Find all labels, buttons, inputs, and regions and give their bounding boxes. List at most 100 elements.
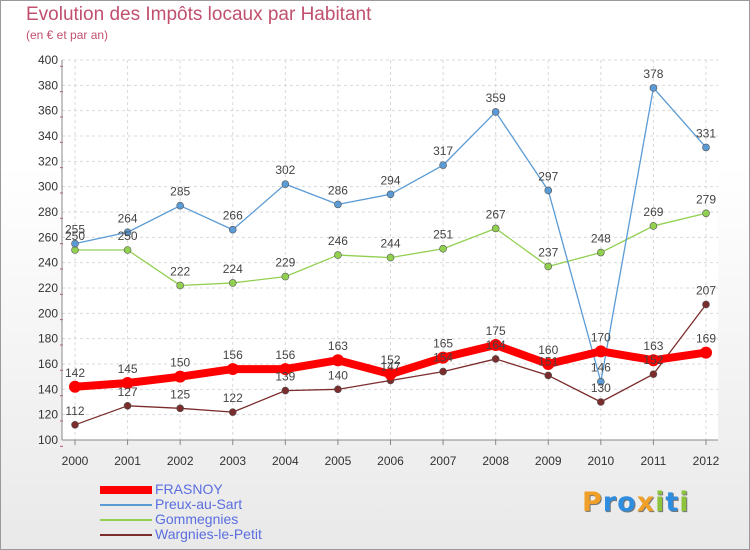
- data-point-wargnies-le-petit: [544, 371, 553, 380]
- y-tick-label: 400: [38, 53, 58, 67]
- data-point-gommegnies: [228, 279, 237, 287]
- logo-letter: r: [602, 487, 618, 518]
- y-tick-label: 240: [38, 256, 58, 270]
- data-label-preux-au-sart: 331: [696, 126, 716, 140]
- data-label-gommegnies: 267: [486, 207, 506, 221]
- legend-swatch-gommegnies: [100, 519, 152, 521]
- legend-swatch-frasnoy: [100, 486, 152, 494]
- logo-letter: i: [655, 487, 666, 518]
- data-label-preux-au-sart: 266: [223, 209, 243, 223]
- data-point-frasnoy: [121, 377, 134, 389]
- x-tick-label: 2009: [535, 454, 562, 468]
- x-tick-label: 2012: [693, 454, 720, 468]
- legend-item-gommegnies: Gommegnies: [100, 511, 360, 528]
- data-label-preux-au-sart: 378: [643, 67, 663, 81]
- data-label-wargnies-le-petit: 147: [380, 359, 400, 373]
- data-point-wargnies-le-petit: [334, 385, 342, 394]
- data-label-frasnoy: 156: [275, 348, 295, 362]
- logo-letter: t: [665, 487, 680, 518]
- y-tick-label: 260: [38, 230, 58, 244]
- y-tick-label: 220: [38, 281, 58, 295]
- y-tick-label: 120: [38, 408, 58, 422]
- data-label-frasnoy: 150: [170, 356, 190, 370]
- data-point-frasnoy: [331, 354, 344, 367]
- x-tick-label: 2004: [272, 454, 299, 468]
- data-point-frasnoy: [226, 363, 239, 376]
- data-label-wargnies-le-petit: 151: [538, 354, 558, 368]
- data-point-gommegnies: [702, 209, 710, 218]
- legend-item-wargnies-le-petit: Wargnies-le-Petit: [100, 526, 360, 543]
- data-label-wargnies-le-petit: 122: [223, 391, 243, 405]
- x-tick-label: 2010: [587, 454, 614, 468]
- data-label-preux-au-sart: 255: [65, 223, 85, 237]
- data-label-frasnoy: 145: [118, 362, 138, 376]
- data-point-gommegnies: [439, 244, 447, 253]
- data-point-wargnies-le-petit: [439, 367, 447, 376]
- data-point-wargnies-le-petit: [491, 355, 500, 363]
- data-label-wargnies-le-petit: 207: [696, 283, 716, 297]
- data-label-gommegnies: 251: [433, 228, 453, 242]
- x-tick-label: 2002: [167, 454, 194, 468]
- data-point-wargnies-le-petit: [228, 408, 237, 416]
- chart-subtitle: (en € et par an): [26, 28, 109, 42]
- legend-label-gommegnies: Gommegnies: [155, 511, 239, 527]
- y-tick-label: 180: [38, 332, 58, 346]
- data-point-gommegnies: [71, 246, 79, 254]
- data-point-preux-au-sart: [491, 108, 500, 116]
- chart-title: Evolution des Impôts locaux par Habitant: [26, 4, 372, 25]
- data-point-frasnoy: [384, 368, 397, 381]
- data-label-wargnies-le-petit: 154: [433, 351, 453, 365]
- data-label-gommegnies: 248: [591, 232, 611, 246]
- data-label-wargnies-le-petit: 125: [170, 387, 190, 401]
- data-point-frasnoy: [542, 358, 555, 370]
- data-point-preux-au-sart: [386, 190, 395, 199]
- data-point-wargnies-le-petit: [702, 300, 710, 309]
- x-tick-label: 2008: [482, 454, 509, 468]
- logo-letter: o: [617, 487, 637, 518]
- data-point-frasnoy: [437, 351, 450, 364]
- data-label-frasnoy: 163: [643, 339, 663, 353]
- data-point-frasnoy: [174, 370, 187, 383]
- data-label-wargnies-le-petit: 130: [591, 381, 611, 395]
- x-tick-label: 2005: [325, 454, 352, 468]
- x-tick-label: 2003: [219, 454, 246, 468]
- data-label-wargnies-le-petit: 127: [118, 385, 138, 399]
- legend-item-preux-au-sart: Preux-au-Sart: [100, 496, 360, 513]
- data-label-wargnies-le-petit: 140: [328, 368, 348, 382]
- data-point-preux-au-sart: [649, 84, 658, 92]
- y-tick-label: 300: [38, 180, 58, 194]
- data-label-preux-au-sart: 264: [118, 211, 138, 225]
- data-point-preux-au-sart: [71, 239, 79, 248]
- data-label-frasnoy: 175: [486, 324, 506, 338]
- data-point-wargnies-le-petit: [281, 386, 290, 395]
- data-label-preux-au-sart: 285: [170, 185, 190, 199]
- y-tick-label: 380: [38, 78, 58, 92]
- data-label-gommegnies: 279: [696, 192, 716, 206]
- data-label-gommegnies: 246: [328, 234, 348, 248]
- data-point-preux-au-sart: [544, 186, 553, 195]
- x-tick-label: 2006: [377, 454, 404, 468]
- data-point-preux-au-sart: [176, 201, 184, 210]
- data-point-gommegnies: [334, 251, 342, 259]
- data-point-preux-au-sart: [228, 225, 237, 234]
- legend-label-preux-au-sart: Preux-au-Sart: [155, 496, 243, 512]
- data-label-frasnoy: 142: [65, 366, 85, 380]
- y-tick-label: 320: [38, 154, 58, 168]
- data-point-preux-au-sart: [281, 180, 290, 188]
- data-label-gommegnies: 269: [643, 205, 663, 219]
- data-point-preux-au-sart: [439, 161, 447, 169]
- data-point-gommegnies: [491, 224, 500, 233]
- data-label-preux-au-sart: 294: [380, 173, 400, 187]
- data-label-preux-au-sart: 359: [486, 91, 506, 105]
- data-point-gommegnies: [544, 262, 553, 271]
- x-tick-label: 2011: [641, 454, 667, 468]
- y-tick-label: 100: [38, 433, 58, 447]
- legend-item-frasnoy: FRASNOY: [100, 481, 360, 498]
- x-tick-label: 2007: [430, 454, 457, 468]
- data-label-wargnies-le-petit: 112: [65, 404, 84, 418]
- data-label-preux-au-sart: 297: [538, 169, 558, 183]
- x-tick-label: 2001: [114, 454, 141, 468]
- data-point-wargnies-le-petit: [123, 401, 132, 410]
- y-tick-label: 200: [38, 306, 58, 320]
- data-label-gommegnies: 224: [223, 262, 243, 276]
